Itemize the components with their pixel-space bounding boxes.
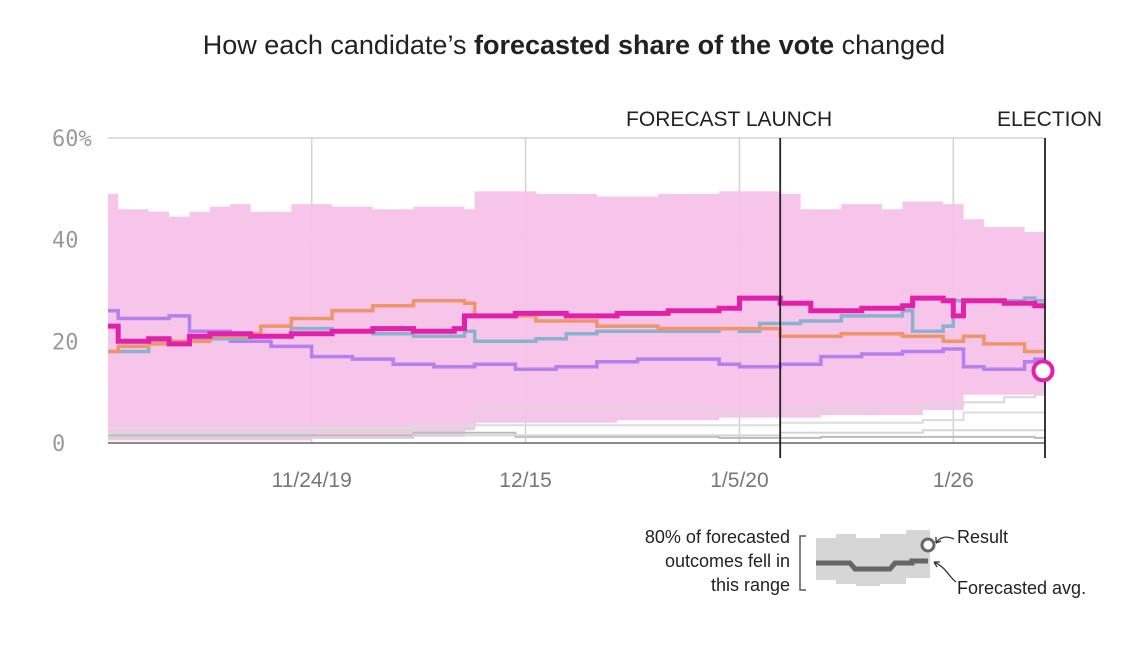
- chart-title-bold: forecasted share of the vote: [473, 30, 835, 60]
- legend-result-arrowhead: [935, 537, 942, 544]
- chart-title-prefix: How each candidate’s: [202, 30, 474, 60]
- legend-result-marker: [920, 537, 936, 553]
- x-tick-label: 1/5/20: [710, 469, 768, 492]
- legend-range-line-2: outcomes fell in: [665, 551, 790, 571]
- legend-bracket: [799, 535, 806, 591]
- legend-result-arrow: [935, 536, 955, 544]
- legend-average-line: [816, 558, 928, 572]
- series-line-joe-biden: [108, 296, 1045, 354]
- annotation-label: ELECTION: [997, 108, 1102, 131]
- y-tick-label: 0: [52, 432, 65, 457]
- result-layer: [1031, 359, 1055, 383]
- x-tick-label: 11/24/19: [272, 469, 352, 492]
- legend-range-line-1: 80% of forecasted: [645, 527, 790, 547]
- legend-avg-arrowhead: [933, 561, 940, 568]
- legend-result-label: Result: [957, 527, 1008, 547]
- legend: 80% of forecasted outcomes fell in this …: [645, 527, 1086, 598]
- x-axis: 11/24/19 12/15 1/5/20 1/26: [272, 469, 974, 492]
- chart-title: How each candidate’s forecasted share of…: [0, 30, 1148, 61]
- series-line-other: [108, 431, 1045, 439]
- y-axis: 60% 40 20 0: [52, 127, 92, 457]
- x-tick-label: 1/26: [933, 469, 974, 492]
- x-tick-label: 12/15: [499, 469, 552, 492]
- y-tick-label: 60%: [52, 127, 92, 152]
- y-tick-label: 20: [52, 330, 79, 355]
- series-line-tom-steyer: [108, 411, 1045, 429]
- legend-average-label: Forecasted avg.: [957, 578, 1086, 598]
- legend-range-line-3: this range: [711, 575, 790, 595]
- annotation-layer: FORECAST LAUNCH ELECTION: [626, 108, 1102, 458]
- annotation-label: FORECAST LAUNCH: [626, 108, 832, 131]
- legend-range-swatch: [816, 530, 930, 586]
- y-tick-label: 40: [52, 229, 79, 254]
- chart-title-suffix: changed: [834, 30, 946, 60]
- series-line-elizabeth-warren: [108, 309, 1045, 372]
- result-marker: [1031, 359, 1055, 383]
- legend-avg-arrow: [933, 561, 957, 583]
- series-line-bernie-sanders-highlighted: [108, 295, 1045, 347]
